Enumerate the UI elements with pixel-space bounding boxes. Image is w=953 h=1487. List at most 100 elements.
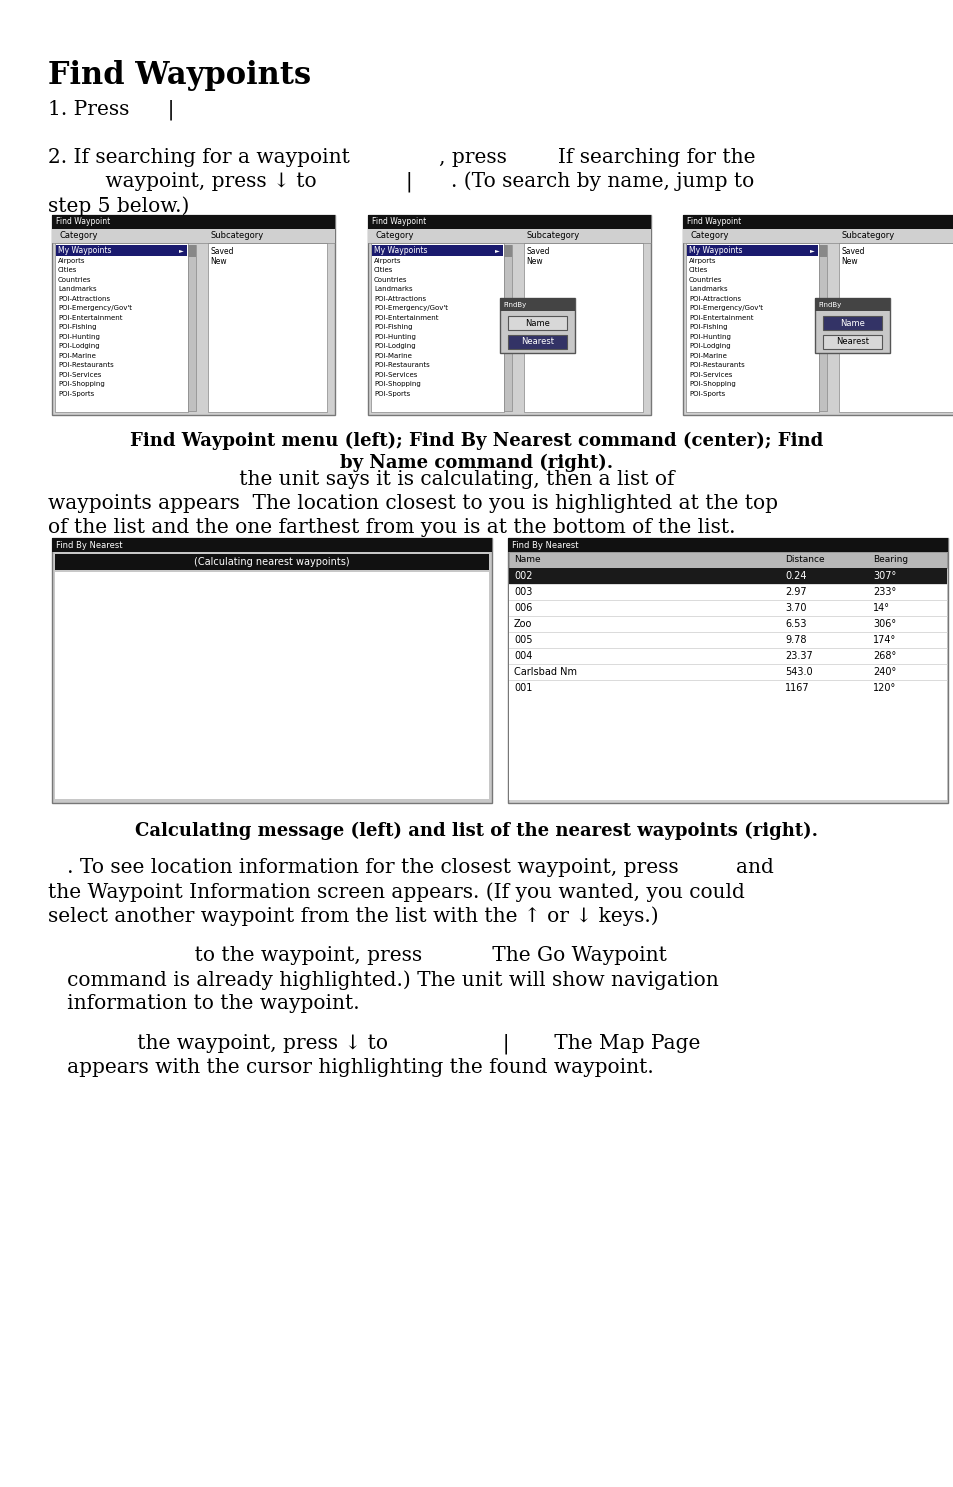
Text: waypoint, press ↓ to              |      . (To search by name, jump to: waypoint, press ↓ to | . (To search by n… — [48, 172, 754, 193]
Text: Cities: Cities — [374, 268, 393, 274]
Text: Distance: Distance — [784, 556, 824, 565]
Bar — [508, 335, 567, 349]
Text: Find Waypoint: Find Waypoint — [372, 217, 426, 226]
Bar — [372, 245, 503, 256]
Text: POI-Restaurants: POI-Restaurants — [374, 363, 429, 369]
Text: 240°: 240° — [872, 668, 896, 677]
Text: 004: 004 — [514, 651, 532, 662]
Text: Subcategory: Subcategory — [526, 232, 579, 241]
Text: Find By Nearest: Find By Nearest — [56, 540, 122, 550]
Bar — [504, 245, 512, 257]
Text: Nearest: Nearest — [521, 338, 554, 346]
Text: POI-Sports: POI-Sports — [58, 391, 94, 397]
Text: Bearing: Bearing — [872, 556, 907, 565]
Text: My Waypoints: My Waypoints — [374, 245, 427, 254]
Text: by Name command (right).: by Name command (right). — [340, 454, 613, 473]
Text: POI-Lodging: POI-Lodging — [58, 343, 99, 349]
Text: Landmarks: Landmarks — [58, 287, 96, 293]
Text: to the waypoint, press           The Go Waypoint: to the waypoint, press The Go Waypoint — [48, 946, 666, 965]
Text: waypoints appears  The location closest to you is highlighted at the top: waypoints appears The location closest t… — [48, 494, 778, 513]
Bar — [838, 242, 953, 412]
Bar — [507, 538, 947, 552]
Text: My Waypoints: My Waypoints — [688, 245, 741, 254]
Text: Find By Nearest: Find By Nearest — [512, 540, 578, 550]
Text: POI-Hunting: POI-Hunting — [58, 333, 100, 339]
Text: step 5 below.): step 5 below.) — [48, 196, 190, 216]
Text: Name: Name — [514, 556, 540, 565]
Bar — [819, 245, 826, 410]
Text: the Waypoint Information screen appears. (If you wanted, you could: the Waypoint Information screen appears.… — [48, 882, 744, 901]
Text: appears with the cursor highlighting the found waypoint.: appears with the cursor highlighting the… — [48, 1057, 653, 1077]
Text: 14°: 14° — [872, 604, 889, 613]
Text: Find Waypoint menu (left); Find By Nearest command (center); Find: Find Waypoint menu (left); Find By Neare… — [131, 433, 822, 451]
Text: . To see location information for the closest waypoint, press         and: . To see location information for the cl… — [48, 858, 773, 877]
Bar — [682, 216, 953, 229]
Text: Cities: Cities — [58, 268, 77, 274]
Text: 306°: 306° — [872, 619, 896, 629]
Text: Name: Name — [525, 318, 550, 327]
Bar — [815, 297, 889, 311]
Bar — [507, 538, 947, 803]
Text: POI-Fishing: POI-Fishing — [58, 324, 96, 330]
Text: 001: 001 — [514, 683, 532, 693]
Text: POI-Shopping: POI-Shopping — [374, 381, 420, 387]
Text: POI-Sports: POI-Sports — [688, 391, 724, 397]
Text: Saved: Saved — [526, 247, 550, 256]
Bar — [368, 216, 650, 415]
Text: POI-Sports: POI-Sports — [374, 391, 410, 397]
Bar — [189, 245, 196, 410]
Text: 003: 003 — [514, 587, 532, 596]
Bar — [523, 242, 641, 412]
Text: Airports: Airports — [374, 257, 401, 263]
Text: 174°: 174° — [872, 635, 896, 645]
Text: Zoo: Zoo — [514, 619, 532, 629]
Bar — [52, 216, 335, 229]
Text: Cities: Cities — [688, 268, 708, 274]
Text: POI-Fishing: POI-Fishing — [688, 324, 727, 330]
Text: POI-Marine: POI-Marine — [58, 352, 95, 358]
Text: POI-Shopping: POI-Shopping — [58, 381, 105, 387]
Bar — [686, 245, 818, 256]
Bar — [500, 297, 575, 352]
Text: Find Waypoint: Find Waypoint — [686, 217, 740, 226]
Text: 23.37: 23.37 — [784, 651, 812, 662]
Text: POI-Emergency/Gov't: POI-Emergency/Gov't — [688, 305, 762, 311]
Bar — [52, 216, 335, 415]
Text: Subcategory: Subcategory — [841, 232, 894, 241]
Bar — [368, 216, 650, 229]
Text: command is already highlighted.) The unit will show navigation: command is already highlighted.) The uni… — [48, 970, 718, 990]
Bar — [819, 245, 826, 257]
Bar — [55, 242, 189, 412]
Bar — [56, 245, 188, 256]
Text: Category: Category — [375, 232, 414, 241]
Text: Airports: Airports — [688, 257, 716, 263]
Text: Subcategory: Subcategory — [211, 232, 263, 241]
Text: the waypoint, press ↓ to                  |       The Map Page: the waypoint, press ↓ to | The Map Page — [48, 1033, 700, 1054]
Text: Category: Category — [690, 232, 729, 241]
Bar — [55, 555, 489, 570]
Text: of the list and the one farthest from you is at the bottom of the list.: of the list and the one farthest from yo… — [48, 517, 735, 537]
Text: 005: 005 — [514, 635, 532, 645]
Text: information to the waypoint.: information to the waypoint. — [48, 993, 359, 1013]
Text: Countries: Countries — [374, 277, 407, 283]
Text: Category: Category — [60, 232, 98, 241]
Bar — [822, 335, 882, 349]
Bar — [500, 297, 575, 311]
Text: POI-Restaurants: POI-Restaurants — [688, 363, 744, 369]
Text: 3.70: 3.70 — [784, 604, 806, 613]
Text: Find Waypoint: Find Waypoint — [56, 217, 111, 226]
Bar — [55, 572, 489, 799]
Text: POI-Fishing: POI-Fishing — [374, 324, 412, 330]
Text: 2. If searching for a waypoint              , press        If searching for the: 2. If searching for a waypoint , press I… — [48, 149, 755, 167]
Bar — [189, 245, 196, 257]
Text: POI-Shopping: POI-Shopping — [688, 381, 735, 387]
Text: POI-Attractions: POI-Attractions — [688, 296, 740, 302]
Bar — [52, 538, 492, 803]
Bar — [52, 538, 492, 552]
Text: 002: 002 — [514, 571, 532, 581]
Text: Landmarks: Landmarks — [374, 287, 413, 293]
Text: POI-Services: POI-Services — [688, 372, 732, 378]
Bar — [685, 242, 819, 412]
Text: New: New — [526, 257, 542, 266]
Text: FindBy: FindBy — [818, 302, 841, 308]
